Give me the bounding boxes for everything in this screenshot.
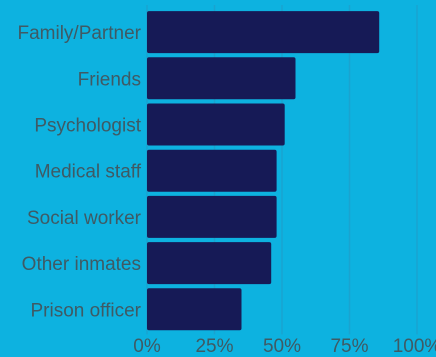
category-label: Family/Partner bbox=[17, 23, 141, 44]
category-labels: Family/Partner Friends Psychologist Medical… bbox=[17, 23, 141, 321]
category-label: Psychologist bbox=[34, 116, 141, 137]
bar bbox=[147, 57, 296, 100]
bar bbox=[147, 11, 380, 54]
x-axis-tick-labels: 0% 25% 50% 75% 100% bbox=[133, 336, 436, 357]
x-tick-label: 0% bbox=[133, 336, 161, 357]
bar bbox=[147, 149, 277, 192]
bar bbox=[147, 103, 285, 146]
category-label: Other inmates bbox=[22, 254, 141, 275]
category-label: Friends bbox=[78, 69, 141, 90]
category-label: Social worker bbox=[27, 208, 142, 229]
category-label: Medical staff bbox=[35, 162, 142, 183]
x-tick-label: 25% bbox=[195, 336, 233, 357]
bar bbox=[147, 242, 272, 285]
bars bbox=[147, 11, 380, 331]
bar bbox=[147, 288, 242, 331]
category-label: Prison officer bbox=[30, 300, 141, 321]
x-tick-label: 75% bbox=[330, 336, 368, 357]
x-tick-label: 100% bbox=[393, 336, 436, 357]
x-tick-label: 50% bbox=[263, 336, 301, 357]
bar bbox=[147, 195, 277, 238]
